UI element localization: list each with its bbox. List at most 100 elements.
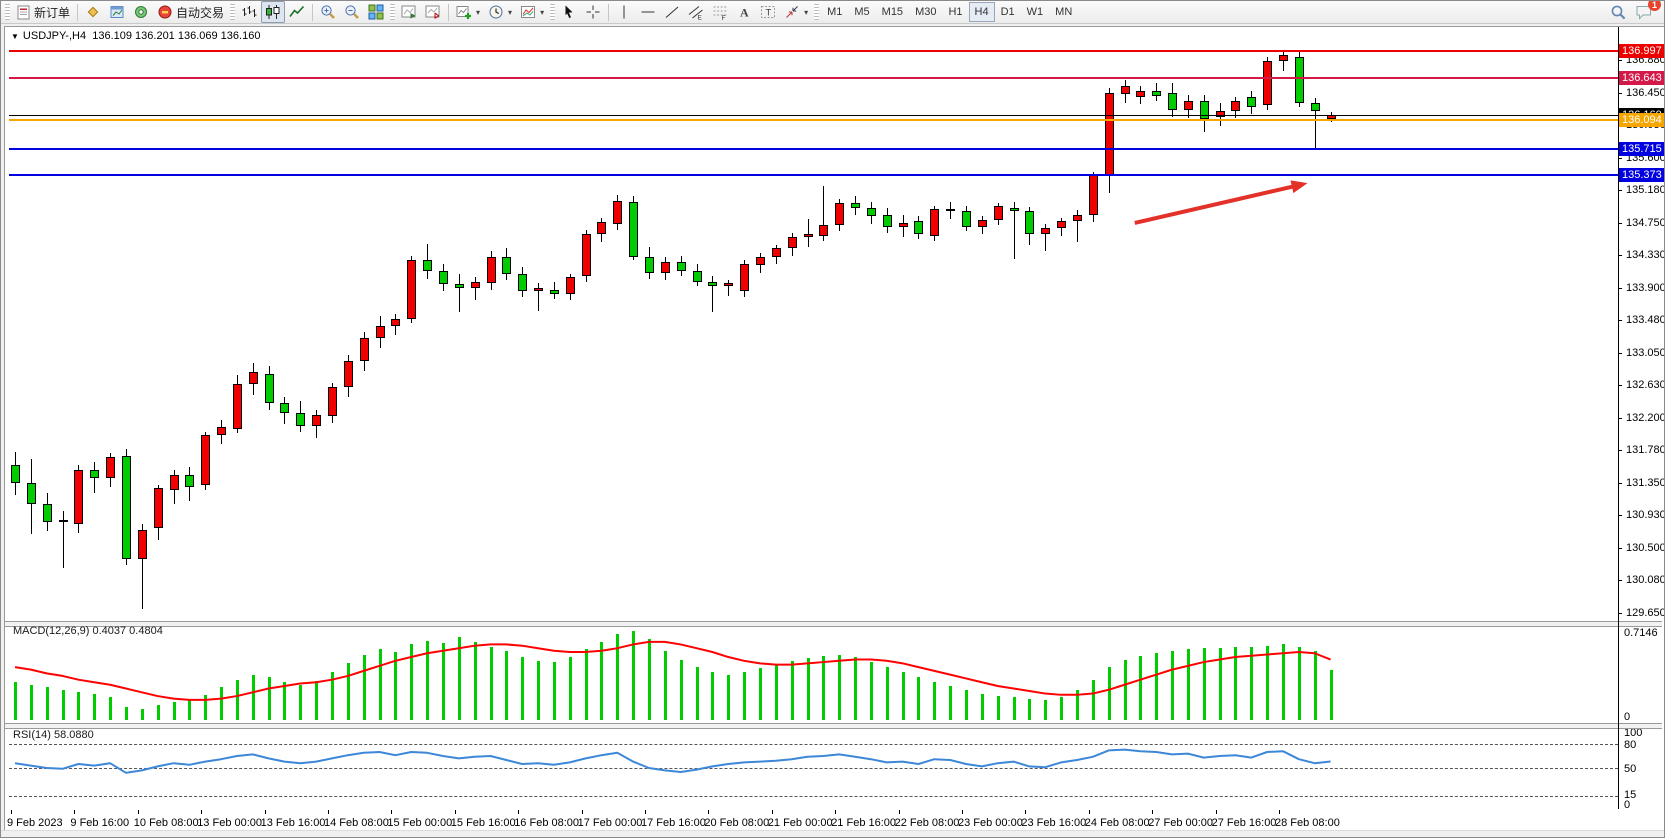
vertical-line-button[interactable] bbox=[612, 1, 636, 23]
notifications-button[interactable]: 1 bbox=[1631, 1, 1661, 23]
macd-histogram-bar bbox=[616, 634, 620, 720]
time-tick bbox=[11, 810, 12, 814]
candle bbox=[1072, 215, 1082, 221]
price-tick bbox=[1618, 418, 1622, 420]
resistance-1[interactable] bbox=[9, 50, 1618, 53]
toolbar-grip[interactable] bbox=[390, 4, 396, 20]
new-order-button[interactable]: 新订单 bbox=[12, 1, 74, 23]
zoom-out-button[interactable] bbox=[340, 1, 364, 23]
macd-histogram-bar bbox=[949, 685, 953, 720]
time-axis-label: 9 Feb 16:00 bbox=[70, 817, 130, 829]
crosshair-button[interactable] bbox=[581, 1, 605, 23]
macd-histogram-bar bbox=[1107, 667, 1111, 720]
candle bbox=[407, 260, 417, 319]
support-1[interactable] bbox=[9, 148, 1618, 151]
cursor-button[interactable] bbox=[557, 1, 581, 23]
indicators-button[interactable]: ▾ bbox=[452, 1, 484, 23]
price-tick bbox=[1618, 287, 1622, 289]
macd-histogram-bar bbox=[584, 649, 588, 720]
market-watch-button[interactable] bbox=[81, 1, 105, 23]
timeframe-m15[interactable]: M15 bbox=[881, 6, 904, 18]
macd-histogram-bar bbox=[1123, 659, 1127, 720]
time-axis-label: 22 Feb 08:00 bbox=[894, 817, 960, 829]
candle bbox=[629, 201, 639, 257]
panel-separator[interactable] bbox=[5, 722, 1662, 729]
candle bbox=[534, 287, 544, 292]
chevron-down-icon[interactable]: ▾ bbox=[804, 7, 809, 17]
macd-histogram-bar bbox=[1329, 669, 1333, 720]
auto-scroll-button[interactable] bbox=[397, 1, 421, 23]
navigator-button[interactable] bbox=[129, 1, 153, 23]
timeframe-h4[interactable]: H4 bbox=[968, 2, 995, 22]
macd-histogram-bar bbox=[331, 672, 334, 720]
timeframe-m1[interactable]: M1 bbox=[827, 6, 843, 18]
timeframe-w1[interactable]: W1 bbox=[1026, 6, 1044, 18]
price-tick bbox=[1618, 450, 1622, 452]
macd-histogram-bar bbox=[109, 697, 113, 720]
price-level-badge: 136.997 bbox=[1619, 44, 1664, 59]
timeframe-m30[interactable]: M30 bbox=[915, 6, 937, 18]
toolbar-grip[interactable] bbox=[230, 4, 236, 20]
data-window-button[interactable] bbox=[105, 1, 129, 23]
macd-axis-max: 0.7146 bbox=[1624, 627, 1658, 639]
vline-icon bbox=[616, 4, 632, 20]
chart-shift-button[interactable] bbox=[421, 1, 445, 23]
candle bbox=[787, 236, 797, 249]
candle-wick bbox=[141, 523, 143, 610]
time-axis-label: 13 Feb 00:00 bbox=[197, 817, 263, 829]
line-chart-button[interactable] bbox=[285, 1, 309, 23]
price-axis-line bbox=[1618, 27, 1619, 809]
channel-button[interactable]: E bbox=[684, 1, 708, 23]
candle bbox=[1199, 100, 1209, 119]
candle bbox=[692, 271, 702, 282]
price-tick bbox=[1618, 580, 1622, 582]
price-tick-label: 135.180 bbox=[1626, 184, 1665, 197]
timeframe-mn[interactable]: MN bbox=[1055, 6, 1073, 18]
bar-chart-button[interactable] bbox=[237, 1, 261, 23]
time-axis-label: 27 Feb 16:00 bbox=[1211, 817, 1277, 829]
search-button[interactable] bbox=[1606, 1, 1631, 23]
time-axis-label: 23 Feb 16:00 bbox=[1021, 817, 1087, 829]
macd-histogram-bar bbox=[1139, 655, 1143, 720]
support-2[interactable] bbox=[9, 174, 1618, 177]
toolbar-grip[interactable] bbox=[5, 4, 10, 20]
timeframe-m5[interactable]: M5 bbox=[854, 6, 870, 18]
chevron-down-icon[interactable]: ▾ bbox=[476, 7, 481, 17]
arrows-tool-button[interactable]: ▾ bbox=[780, 1, 812, 23]
macd-histogram-bar bbox=[473, 641, 477, 720]
text-label-button[interactable]: T bbox=[756, 1, 780, 23]
candle bbox=[898, 222, 908, 227]
trendline-button[interactable] bbox=[660, 1, 684, 23]
horizontal-line-button[interactable] bbox=[636, 1, 660, 23]
candle-wick bbox=[94, 462, 96, 493]
chevron-down-icon[interactable]: ▼ bbox=[11, 32, 19, 41]
candle bbox=[1310, 102, 1320, 112]
resistance-2[interactable] bbox=[9, 77, 1618, 80]
fibonacci-button[interactable]: F bbox=[708, 1, 732, 23]
candlestick-chart-button[interactable] bbox=[261, 1, 286, 23]
chevron-down-icon[interactable]: ▾ bbox=[540, 7, 545, 17]
pivot-line[interactable] bbox=[9, 119, 1618, 122]
templates-button[interactable]: ▾ bbox=[516, 1, 548, 23]
candle bbox=[185, 474, 195, 487]
tile-windows-button[interactable] bbox=[364, 1, 388, 23]
toolbar-grip[interactable] bbox=[814, 4, 820, 20]
panel-separator[interactable] bbox=[5, 620, 1662, 627]
macd-histogram-bar bbox=[711, 672, 715, 720]
macd-histogram-bar bbox=[885, 667, 889, 720]
time-tick bbox=[328, 810, 329, 814]
chevron-down-icon[interactable]: ▾ bbox=[508, 7, 513, 17]
time-tick bbox=[454, 810, 456, 814]
candle-wick bbox=[538, 283, 540, 311]
macd-histogram-bar bbox=[1075, 689, 1079, 720]
timeframe-d1[interactable]: D1 bbox=[1000, 6, 1015, 18]
timeframe-h1[interactable]: H1 bbox=[948, 6, 963, 18]
zoom-in-button[interactable] bbox=[316, 1, 340, 23]
toolbar-grip[interactable] bbox=[550, 4, 556, 20]
last-price-line[interactable] bbox=[9, 114, 1618, 116]
periods-button[interactable]: ▾ bbox=[484, 1, 516, 23]
text-button[interactable]: A bbox=[732, 1, 756, 23]
autotrading-button[interactable]: 自动交易 bbox=[153, 1, 228, 23]
candle bbox=[359, 338, 369, 362]
